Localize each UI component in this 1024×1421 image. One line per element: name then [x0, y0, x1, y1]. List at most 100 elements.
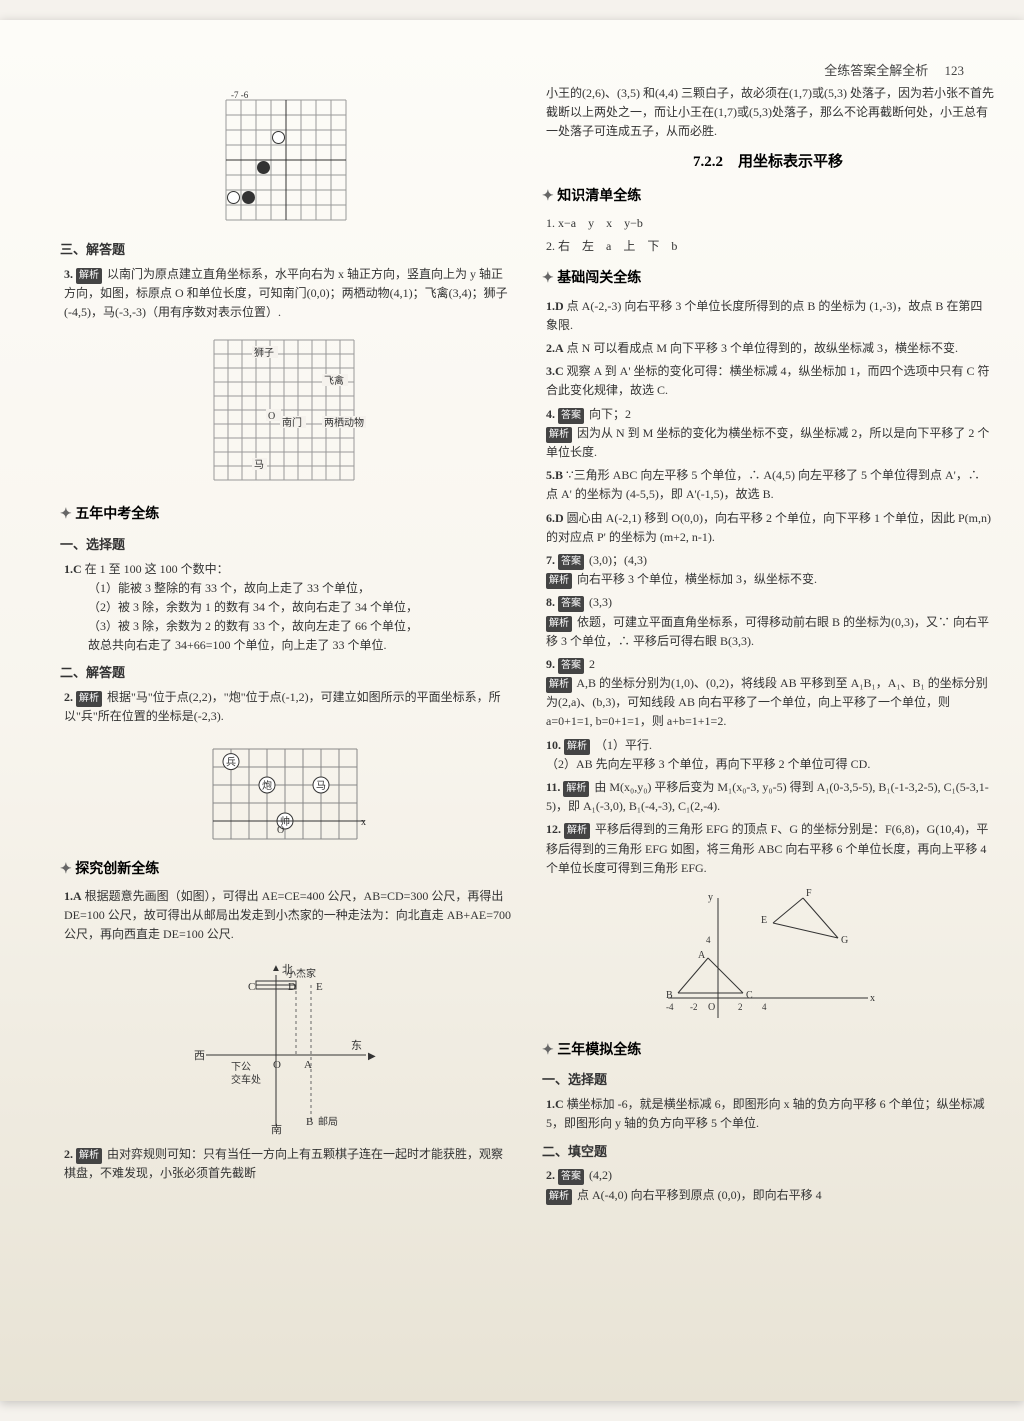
section-explore: 探究创新全练 — [60, 859, 512, 881]
problem-1a: 1.A 根据题意先画图（如图），可得出 AE=CE=400 公尺，AB=CD=3… — [60, 887, 512, 945]
svg-text:D: D — [288, 981, 296, 993]
item-c2: 2. 答案 (4,2) 解析 点 A(-4,0) 向右平移到原点 (0,0)，即… — [542, 1166, 994, 1204]
sec-3year: 三年模拟全练 — [542, 1040, 994, 1062]
svg-text:x: x — [870, 993, 875, 1004]
svg-text:南: 南 — [271, 1123, 282, 1135]
c1-text: 横坐标加 -6，就是横坐标减 6，即图形向 x 轴的负方向平移 6 个单位；纵坐… — [546, 1097, 985, 1130]
p-intro: 小王的(2,6)、(3,5) 和(4,4) 三颗白子，故必须在(1,7)或(5,… — [542, 84, 994, 142]
svg-text:x: x — [361, 817, 366, 828]
p1c-line: （1）能被 3 整除的有 33 个，故向上走了 33 个单位， — [64, 579, 512, 598]
title-722: 7.2.2 用坐标表示平移 — [542, 150, 994, 174]
basic-item: 12. 解析 平移后得到的三角形 EFG 的顶点 F、G 的坐标分别是：F(6,… — [542, 820, 994, 878]
basic-item: 1.D 点 A(-2,-3) 向右平移 3 个单位长度所得到的点 B 的坐标为 … — [542, 297, 994, 335]
figure-grid-1: -7 -6 — [60, 90, 512, 230]
p1c-line: 故总共向右走了 34+66=100 个单位，向上走了 33 个单位. — [64, 636, 512, 655]
basic-item: 5.B ∵三角形 ABC 向左平移 5 个单位，∴ A(4,5) 向左平移了 5… — [542, 466, 994, 504]
p2-text: 根据"马"位于点(2,2)，"炮"位于点(-1,2)，可建立如图所示的平面坐标系… — [64, 690, 501, 723]
problem-2-last: 2. 解析 由对弈规则可知：只有当任一方向上有五颗棋子连在一起时才能获胜，观察棋… — [60, 1145, 512, 1183]
svg-text:兵: 兵 — [226, 755, 236, 768]
c2-tag: 答案 — [558, 1169, 584, 1185]
svg-text:-4: -4 — [666, 1002, 674, 1012]
svg-text:O: O — [273, 1059, 281, 1071]
svg-text:G: G — [841, 935, 848, 946]
c2-ans: (4,2) — [589, 1168, 612, 1182]
svg-text:-7 -6: -7 -6 — [231, 90, 249, 100]
section-5year: 五年中考全练 — [60, 504, 512, 526]
svg-text:交车处: 交车处 — [231, 1073, 261, 1086]
svg-text:B: B — [306, 1116, 313, 1128]
svg-text:4: 4 — [762, 1002, 767, 1012]
svg-text:小杰家: 小杰家 — [286, 967, 316, 980]
p2-tag: 解析 — [76, 691, 102, 707]
svg-text:狮子: 狮子 — [254, 346, 274, 359]
p1c-text: 在 1 至 100 这 100 个数中： — [85, 562, 229, 576]
sub-2a: 一、选择题 — [60, 535, 512, 556]
svg-text:C: C — [746, 990, 753, 1001]
svg-text:邮局: 邮局 — [318, 1115, 338, 1128]
svg-text:炮: 炮 — [262, 779, 272, 792]
ka-line: 1. x−a y x y−b — [542, 214, 994, 233]
basic-item: 10. 解析 （1）平行.（2）AB 先向左平移 3 个单位，再向下平移 2 个… — [542, 736, 994, 774]
basic-item: 3.C 观察 A 到 A' 坐标的变化可得：横坐标减 4，纵坐标加 1，而四个选… — [542, 362, 994, 400]
figure-compass: ▲▶北南西东CDEOA下公交车处B邮局小杰家 — [60, 955, 512, 1135]
page-header: 全练答案全解全析 123 — [824, 60, 964, 79]
basic-item: 11. 解析 由 M(x₀,y₀) 平移后变为 M₁(x₀-3, y₀-5) 得… — [542, 778, 994, 816]
basic-item: 7. 答案 (3,0)；(4,3)解析 向右平移 3 个单位，横坐标加 3，纵坐… — [542, 551, 994, 589]
sub-c1: 一、选择题 — [542, 1070, 994, 1091]
c2-tag2: 解析 — [546, 1189, 572, 1205]
p3-text: 以南门为原点建立直角坐标系，水平向右为 x 轴正方向，竖直向上为 y 轴正方向，… — [64, 267, 508, 319]
problem-2: 2. 解析 根据"马"位于点(2,2)，"炮"位于点(-1,2)，可建立如图所示… — [60, 688, 512, 726]
basic-item: 4. 答案 向下；2解析 因为从 N 到 M 坐标的变化为横坐标不变，纵坐标减 … — [542, 405, 994, 463]
svg-text:马: 马 — [254, 459, 264, 471]
svg-text:4: 4 — [706, 935, 711, 945]
knowledge-lines: 1. x−a y x y−b2. 右 左 a 上 下 b — [542, 214, 994, 256]
c1-num: 1.C — [546, 1097, 564, 1111]
p3-tag: 解析 — [76, 268, 102, 284]
svg-text:2: 2 — [738, 1002, 743, 1012]
p1c-line: （3）被 3 除，余数为 2 的数有 33 个，故向左走了 66 个单位， — [64, 617, 512, 636]
svg-text:F: F — [806, 888, 812, 899]
figure-triangle: xyO-4-224ABCEFG4 — [542, 888, 994, 1028]
p1a-text: 根据题意先画图（如图），可得出 AE=CE=400 公尺，AB=CD=300 公… — [64, 889, 511, 941]
sub-c2: 二、填空题 — [542, 1142, 994, 1163]
p2l-num: 2. — [64, 1147, 73, 1161]
basic-item: 8. 答案 (3,3)解析 依题，可建立平面直角坐标系，可得移动前右眼 B 的坐… — [542, 593, 994, 651]
svg-text:E: E — [761, 915, 767, 926]
sub-2b: 二、解答题 — [60, 663, 512, 684]
basic-item: 9. 答案 2解析 A,B 的坐标分别为(1,0)、(0,2)，将线段 AB 平… — [542, 655, 994, 732]
svg-text:马: 马 — [316, 780, 326, 792]
p3-num: 3. — [64, 267, 73, 281]
p2l-text: 由对弈规则可知：只有当任一方向上有五颗棋子连在一起时才能获胜，观察棋盘，不难发现… — [64, 1147, 503, 1180]
svg-text:两栖动物: 两栖动物 — [324, 416, 364, 429]
sec-basic: 基础闯关全练 — [542, 268, 994, 290]
basic-items: 1.D 点 A(-2,-3) 向右平移 3 个单位长度所得到的点 B 的坐标为 … — [542, 297, 994, 878]
figure-grid-2: 狮子飞禽南门两栖动物O马 — [60, 332, 512, 492]
svg-text:O: O — [268, 411, 275, 422]
svg-text:下公: 下公 — [231, 1062, 251, 1073]
svg-text:y: y — [708, 892, 713, 903]
item-c1: 1.C 横坐标加 -6，就是横坐标减 6，即图形向 x 轴的负方向平移 6 个单… — [542, 1095, 994, 1133]
svg-text:E: E — [316, 981, 323, 993]
left-column: -7 -6 三、解答题 3. 解析 以南门为原点建立直角坐标系，水平向右为 x … — [60, 80, 512, 1381]
svg-text:C: C — [248, 981, 255, 993]
section-3-title: 三、解答题 — [60, 240, 512, 261]
svg-text:A: A — [698, 950, 706, 961]
p2-num: 2. — [64, 690, 73, 704]
basic-item: 6.D 圆心由 A(-2,1) 移到 O(0,0)，向右平移 2 个单位，向下平… — [542, 509, 994, 547]
svg-text:东: 东 — [351, 1039, 362, 1052]
svg-text:西: 西 — [194, 1050, 205, 1062]
svg-text:-2: -2 — [690, 1002, 698, 1012]
svg-text:O: O — [708, 1002, 715, 1013]
svg-text:O: O — [277, 825, 284, 836]
svg-text:▶: ▶ — [368, 1051, 376, 1062]
header-text: 全练答案全解全析 — [824, 63, 928, 78]
c2-num: 2. — [546, 1168, 555, 1182]
p1c-line: （2）被 3 除，余数为 1 的数有 34 个，故向右走了 34 个单位， — [64, 598, 512, 617]
problem-3: 3. 解析 以南门为原点建立直角坐标系，水平向右为 x 轴正方向，竖直向上为 y… — [60, 265, 512, 323]
page-number: 123 — [945, 63, 965, 78]
svg-text:B: B — [666, 990, 673, 1001]
svg-text:A: A — [304, 1059, 312, 1071]
sec-knowledge: 知识清单全练 — [542, 186, 994, 208]
problem-1c: 1.C 在 1 至 100 这 100 个数中： （1）能被 3 整除的有 33… — [60, 560, 512, 656]
p2l-tag: 解析 — [76, 1148, 102, 1164]
